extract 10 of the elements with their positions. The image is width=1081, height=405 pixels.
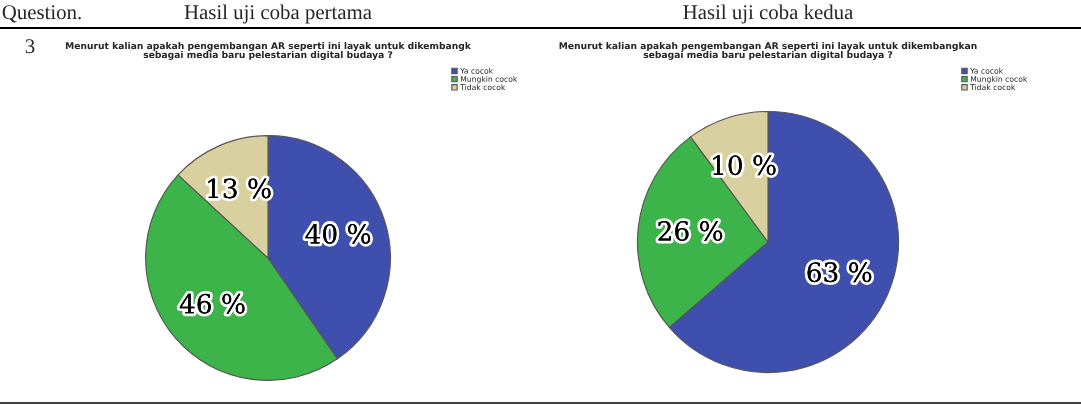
text: 3 <box>25 39 35 54</box>
text: Question. <box>2 5 81 23</box>
chart-subtitle: Menurut kalian apakah pengembangan AR seperti ini layak untuk dikembangk sebagai media baru pelestarian digital budaya ? <box>65 42 472 60</box>
data-label: 46 % <box>179 293 245 314</box>
chart-title: Hasil uji coba kedua <box>683 4 854 24</box>
chart-subtitle: Menurut kalian apakah pengembangan AR seperti ini layak untuk dikembangkan sebagai media baru pelestarian digital budaya ? <box>559 42 977 60</box>
data-label: 40 % <box>305 223 371 244</box>
data-label: 63 % <box>807 262 872 283</box>
chart-title: Hasil uji coba pertama <box>184 4 372 24</box>
data-label: 26 % <box>658 221 723 241</box>
